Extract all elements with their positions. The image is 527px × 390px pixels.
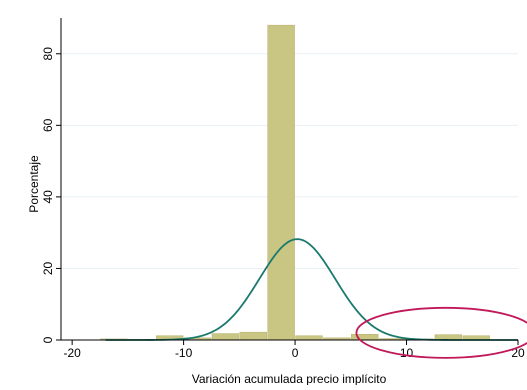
normal-density-curve [105,238,518,341]
histogram-bar [267,24,295,341]
x-axis-label: Variación acumulada precio implícito [192,372,387,385]
histogram-bars [100,24,490,341]
x-tick-label: 0 [292,346,299,360]
y-tick-label: 0 [41,336,55,343]
histogram-bar [211,333,240,341]
x-tick-label: -20 [63,346,81,360]
x-tick-label: 10 [400,346,414,360]
highlight-ellipse [355,306,527,359]
y-axis-label: Porcentaje [27,155,41,213]
y-tick-label: 80 [41,47,55,61]
axes [56,18,519,345]
x-tick-label: -10 [175,346,193,360]
histogram-bar [295,335,323,341]
normal-density-curve-group [105,238,518,341]
y-tick-label: 60 [41,118,55,132]
y-tick-label: 40 [41,190,55,204]
histogram-bar [239,331,267,341]
histogram-bar [351,334,379,341]
annotation-group [355,306,527,359]
y-tick-label: 20 [41,261,55,275]
